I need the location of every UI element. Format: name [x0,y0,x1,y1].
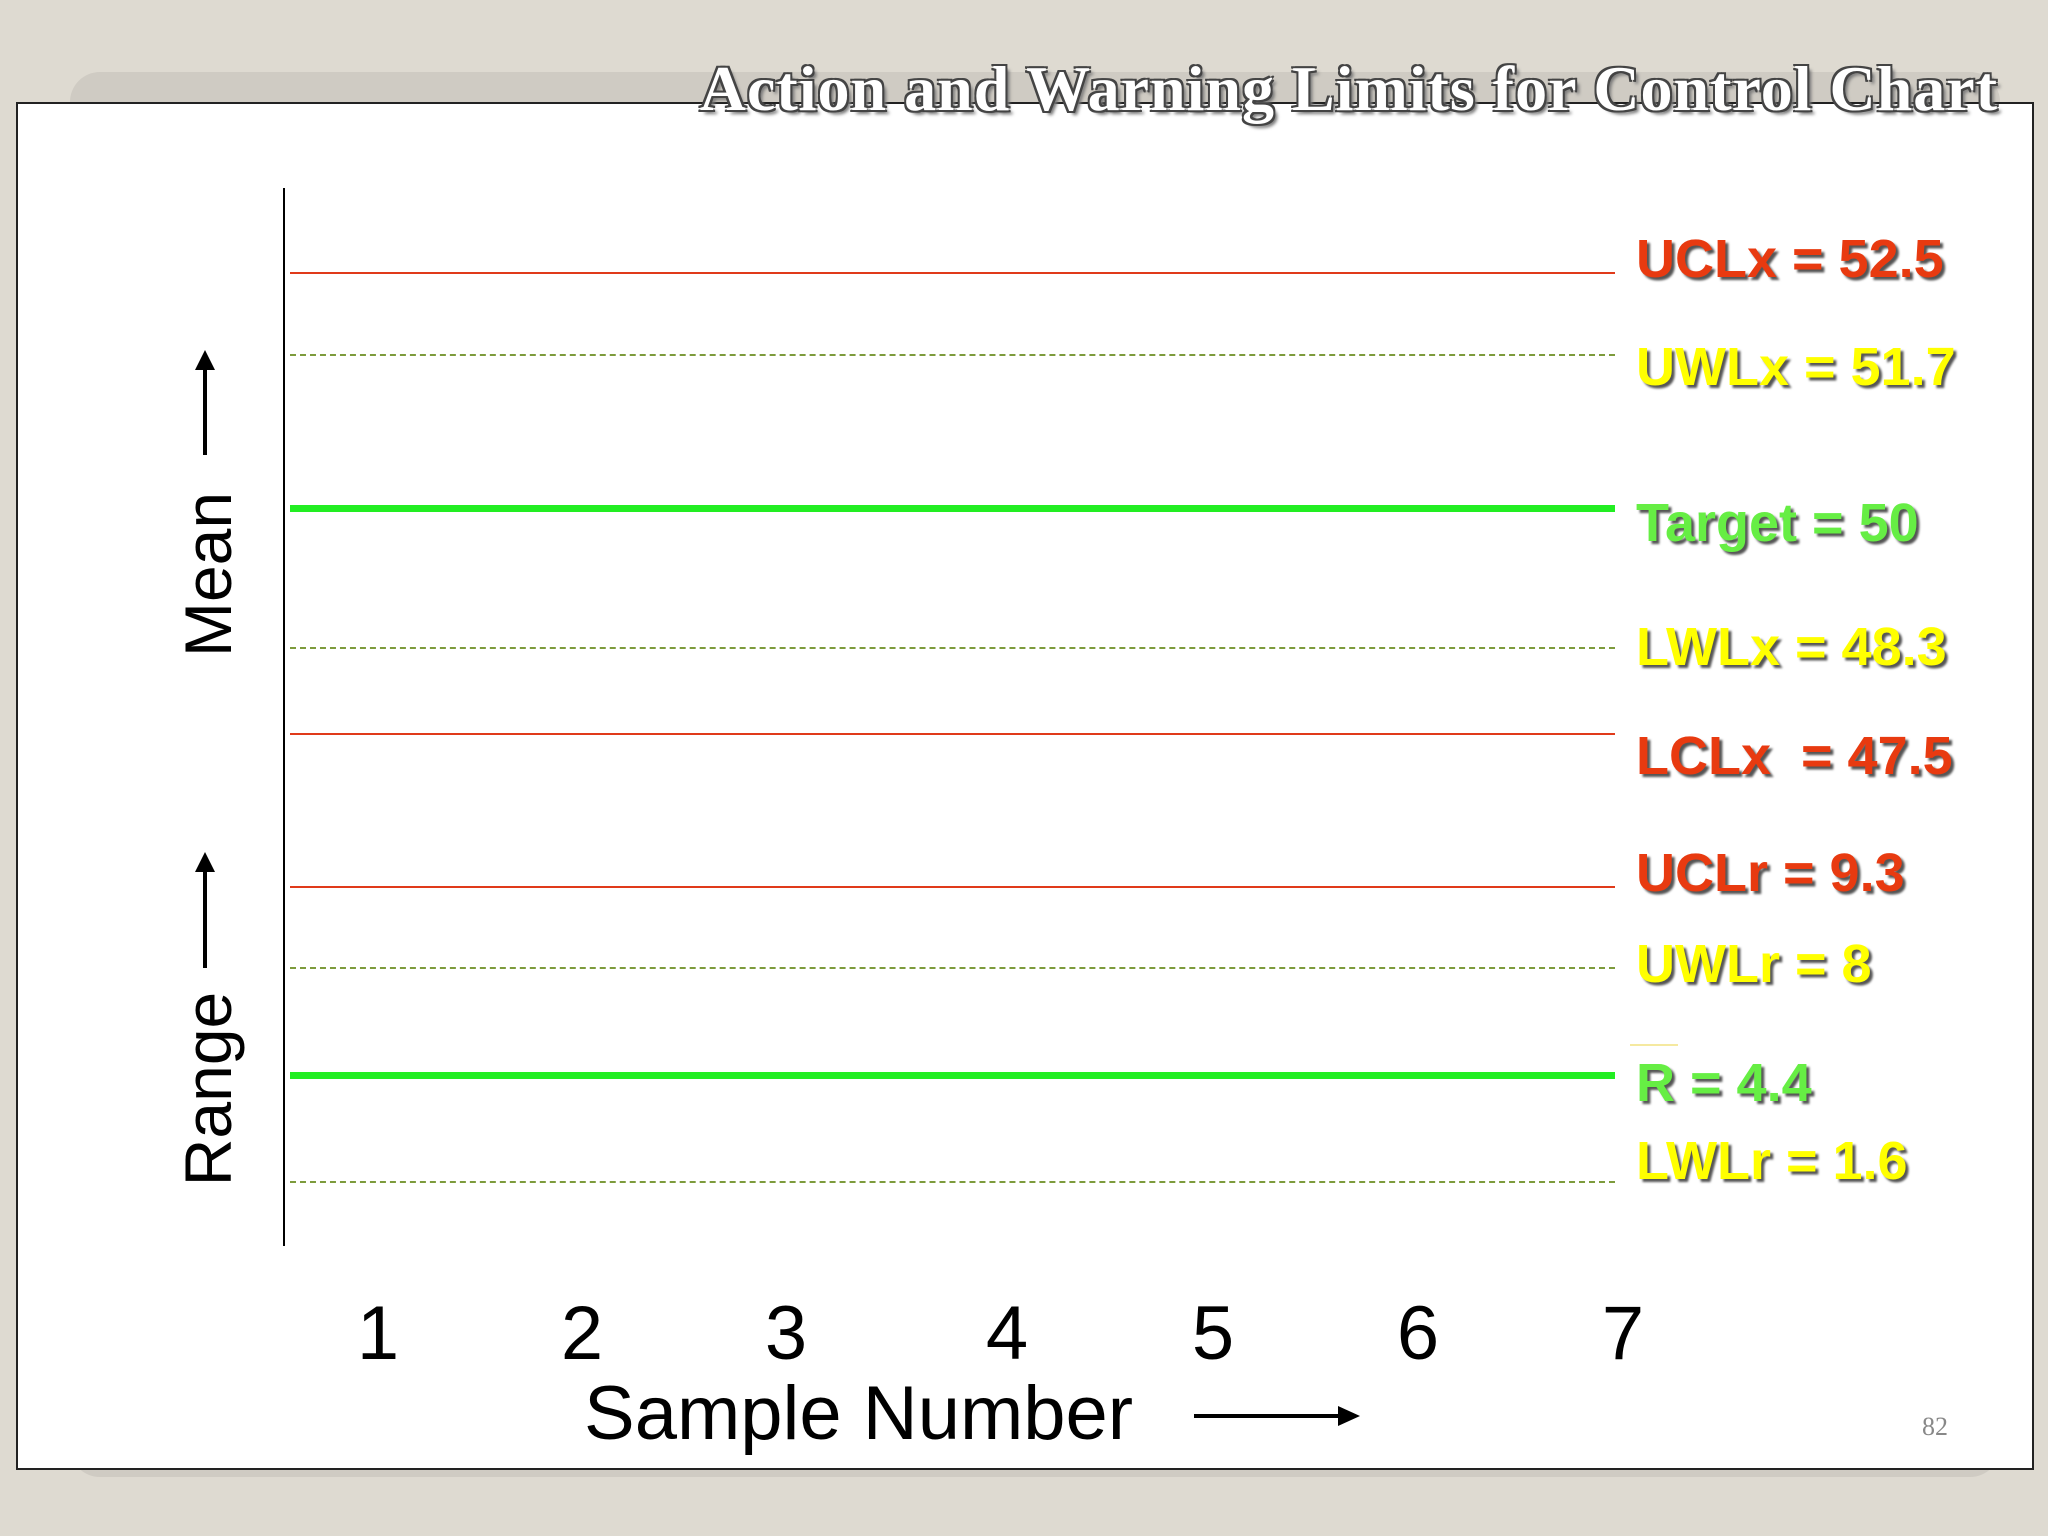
x-axis-label: Sample Number [584,1371,1134,1456]
x-tick-1: 1 [356,1291,400,1376]
range-arrow-icon [195,852,215,968]
rbar-label: R = 4.4 [1636,1053,1812,1113]
mean-arrow-icon [195,350,215,455]
uclr-label: UCLr = 9.3 [1636,843,1905,903]
lwlr-line [290,1181,1615,1183]
x-tick-4: 4 [985,1291,1029,1376]
uclr-line [290,886,1615,888]
target-label: Target = 50 [1636,493,1919,553]
uclx-label: UCLx = 52.5 [1636,229,1944,289]
y-axis-line [283,188,285,1246]
lwlx-label: LWLx = 48.3 [1636,617,1947,677]
rbar-overline [1630,1044,1678,1046]
lclx-line [290,733,1615,735]
x-tick-5: 5 [1191,1291,1235,1376]
x-tick-2: 2 [560,1291,604,1376]
range-axis-label: Range [171,991,245,1187]
page-number: 82 [1922,1412,1948,1441]
mean-axis-label: Mean [171,491,245,657]
uclx-line [290,272,1615,274]
x-tick-3: 3 [764,1291,808,1376]
lwlx-line [290,647,1615,649]
uwlr-label: UWLr = 8 [1636,934,1872,994]
slide-canvas [16,102,2034,1470]
x-arrow-icon [1194,1406,1360,1426]
lwlr-label: LWLr = 1.6 [1636,1131,1908,1191]
uwlx-line [290,354,1615,356]
slide-title: Action and Warning Limits for Control Ch… [699,53,1998,124]
x-tick-6: 6 [1396,1291,1440,1376]
target-line [290,505,1615,512]
rbar-line [290,1072,1615,1079]
x-tick-7: 7 [1601,1291,1645,1376]
lclx-label: LCLx = 47.5 [1636,726,1953,786]
uwlr-line [290,967,1615,969]
uwlx-label: UWLx = 51.7 [1636,337,1956,397]
